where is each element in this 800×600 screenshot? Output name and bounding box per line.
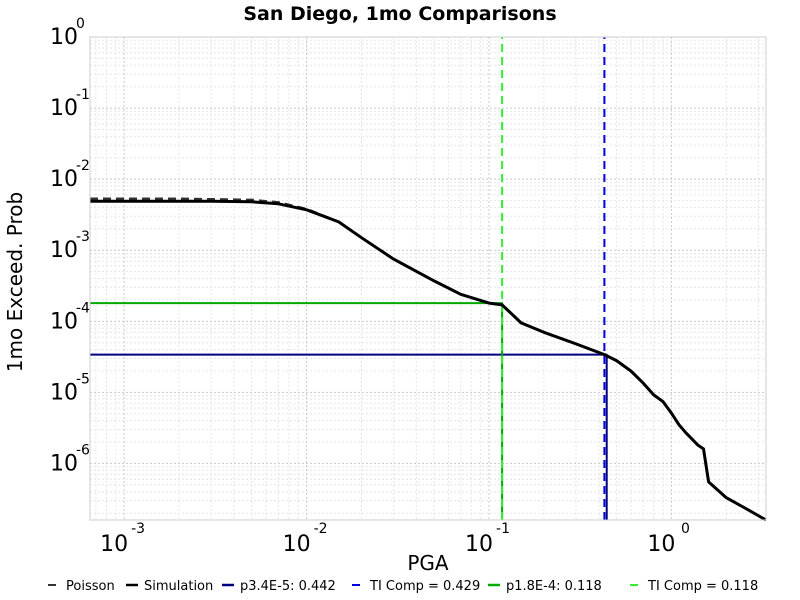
x-tick-exponent: -2 xyxy=(314,521,328,537)
y-tick-label: 10 xyxy=(50,451,78,476)
x-tick-exponent: 0 xyxy=(681,521,690,537)
y-tick-label: 10 xyxy=(50,380,78,405)
legend-label: p3.4E-5: 0.442 xyxy=(240,579,336,594)
legend-label: TI Comp = 0.429 xyxy=(369,579,480,594)
x-axis-label: PGA xyxy=(407,551,449,575)
y-tick-exponent: -5 xyxy=(76,371,90,387)
plot-frame xyxy=(89,36,767,521)
x-tick-exponent: -1 xyxy=(496,521,510,537)
legend-label: Poisson xyxy=(66,579,115,594)
legend: Poisson Simulation p3.4E-5: 0.442 TI Comp =… xyxy=(48,579,758,594)
y-tick-exponent: -3 xyxy=(76,229,90,245)
grid-major xyxy=(90,36,766,520)
x-tick-label: 10 xyxy=(647,532,675,557)
y-tick-label: 10 xyxy=(50,309,78,334)
chart-title: San Diego, 1mo Comparisons xyxy=(243,3,556,25)
x-tick-label: 10 xyxy=(100,532,128,557)
y-tick-exponent: 0 xyxy=(76,16,85,32)
y-tick-label: 10 xyxy=(50,25,78,50)
series-layer xyxy=(90,37,767,522)
y-axis-label: 1mo Exceed. Prob xyxy=(3,192,27,372)
grid-minor xyxy=(90,37,766,520)
legend-label: TI Comp = 0.118 xyxy=(647,579,758,594)
y-tick-exponent: -2 xyxy=(76,158,90,174)
y-tick-exponent: -6 xyxy=(76,442,90,458)
legend-label: p1.8E-4: 0.118 xyxy=(506,579,602,594)
x-tick-label: 10 xyxy=(465,532,493,557)
x-tick-label: 10 xyxy=(283,532,311,557)
y-tick-label: 10 xyxy=(50,96,78,121)
y-tick-exponent: -4 xyxy=(76,300,90,316)
y-tick-label: 10 xyxy=(50,238,78,263)
y-tick-exponent: -1 xyxy=(76,87,90,103)
y-tick-label: 10 xyxy=(50,167,78,192)
x-tick-exponent: -3 xyxy=(131,521,145,537)
legend-label: Simulation xyxy=(144,579,213,594)
series-line-1 xyxy=(90,199,767,522)
